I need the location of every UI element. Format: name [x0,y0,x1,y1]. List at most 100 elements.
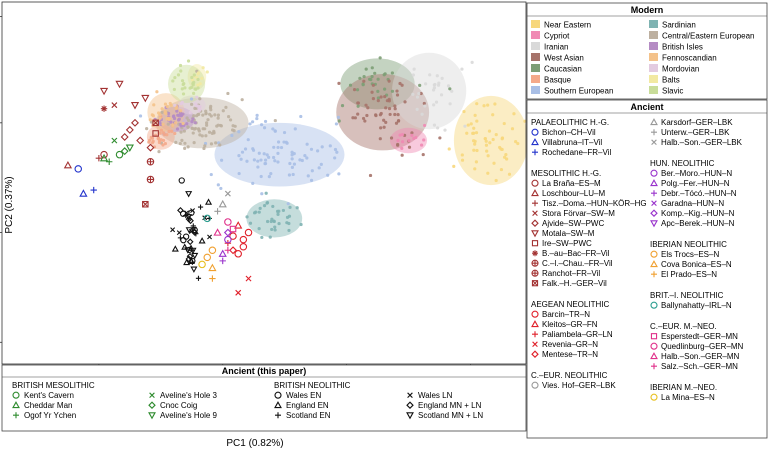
modern-point-southern-european [279,145,284,150]
legend-label-balts: Balts [662,76,680,85]
ancient-legend-label: Halb.–Son.–GER–MN [661,352,739,361]
modern-point-west-asian [382,125,386,129]
paper-legend-label: Scotland EN [286,411,331,420]
modern-point-fennoscandian [163,102,168,106]
modern-point-west-asian [378,137,382,141]
modern-point-southern-european [260,192,264,196]
modern-point-slavic [171,79,175,83]
modern-point-west-asian [410,131,414,135]
modern-point-slavic [196,77,200,82]
modern-point-west-asian [364,103,368,107]
modern-point-fennoscandian [171,123,175,127]
paper-legend-label: Ogof Yr Ychen [24,411,76,420]
modern-point-central-eastern-european [178,141,182,146]
modern-point-slavic [179,69,183,73]
modern-point-central-eastern-european [208,112,212,116]
modern-point-southern-european [328,144,332,148]
ancient-point [115,150,124,159]
legend-swatch-fennoscandian [649,53,658,61]
legend-marker [650,352,658,360]
modern-point-mordovian [197,108,201,113]
modern-point-iranian [440,76,444,80]
modern-point-west-asian [368,173,373,178]
hull-near-eastern [453,95,529,186]
modern-point-near-eastern [491,137,495,142]
legend-marker [650,393,658,401]
british-neolithic-point [205,198,213,205]
modern-point-southern-european [243,147,248,151]
modern-point-southern-european [267,155,271,159]
modern-point-iranian [450,89,454,93]
modern-point-southern-european [292,152,296,156]
modern-point-southern-european [337,172,341,176]
legend-marker [650,250,658,258]
legend-swatch-central-eastern-european [649,31,658,39]
modern-point-southern-european [267,175,271,179]
modern-point-west-asian [393,104,397,108]
modern-point-west-asian [363,119,367,123]
modern-point-west-asian [353,116,357,120]
ancient-point [234,221,243,229]
modern-point-fennoscandian [148,118,152,122]
modern-point-central-eastern-european [200,134,204,138]
modern-point-sardinian [273,225,277,229]
ancient-legend-label: Loschbour–LU–M [542,189,605,198]
ancient-point [234,250,242,258]
modern-point-cypriot [400,146,404,150]
modern-point-fennoscandian [151,114,155,118]
modern-point-southern-european [248,122,252,126]
modern-point-fennoscandian [157,111,161,115]
modern-point-near-eastern [469,122,473,126]
paper-legend-label: Scotland MN + LN [418,411,483,420]
modern-point-caucasian [376,77,380,81]
modern-point-basque [161,143,165,147]
ancient-point [111,102,118,109]
modern-point-southern-european [251,120,255,124]
legend-swatch-iranian [531,42,540,50]
modern-point-central-eastern-european [191,131,195,135]
modern-point-iranian [411,73,415,77]
hull-sardinian [246,199,303,238]
hull-caucasian [340,58,415,110]
modern-point-basque [165,133,169,137]
modern-point-fennoscandian [155,90,159,94]
modern-point-slavic [180,79,185,83]
modern-point-caucasian [373,71,377,75]
modern-point-british-isles [180,113,184,117]
modern-point-caucasian [337,119,341,123]
modern-point-west-asian [371,83,375,87]
modern-point-central-eastern-european [233,124,237,128]
modern-point-southern-european [246,138,250,142]
ancient-legend-label: La Braña–ES–M [542,179,601,188]
modern-point-west-asian [351,116,355,120]
modern-point-near-eastern [512,112,516,116]
legend-marker [531,219,539,227]
legend-marker [650,333,658,340]
modern-point-sardinian [264,191,268,195]
modern-point-iranian [460,67,464,71]
modern-point-central-eastern-european [218,143,222,147]
modern-point-caucasian [364,67,368,71]
legend-label-near-eastern: Near Eastern [544,21,591,30]
modern-point-southern-european [255,116,259,121]
modern-point-southern-european [305,156,309,160]
modern-point-basque [163,141,168,146]
modern-point-sardinian [270,227,274,232]
modern-point-central-eastern-european [227,115,231,119]
modern-point-central-eastern-european [216,113,220,117]
modern-point-sardinian [245,215,249,219]
modern-point-near-eastern [492,161,496,165]
legend-label-basque: Basque [544,76,572,85]
modern-point-cypriot [396,138,400,143]
ancient-point [100,150,108,159]
british-neolithic-point [186,238,194,246]
modern-point-british-isles [177,117,181,121]
paper-legend-label: England MN + LN [418,401,482,410]
modern-point-central-eastern-european [186,125,190,129]
modern-point-southern-european [230,133,234,138]
legend-label-fennoscandian: Fennoscandian [662,54,717,63]
legend-label-british-isles: British Isles [662,43,703,52]
legend-marker [531,269,539,277]
paper-group-title: BRITISH NEOLITHIC [274,381,351,390]
